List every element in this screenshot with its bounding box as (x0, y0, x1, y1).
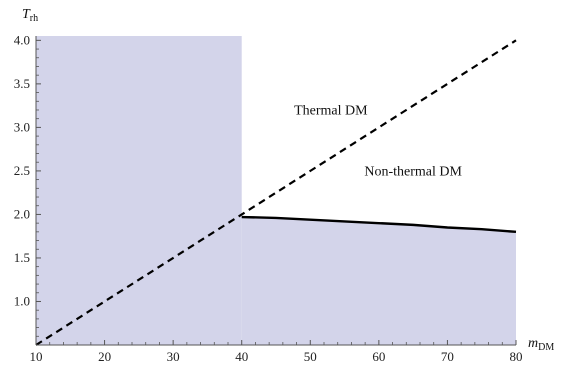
x-tick-label: 10 (30, 349, 43, 364)
annotation-0: Thermal DM (294, 103, 368, 118)
series-lines (35, 39, 517, 346)
x-tick-label: 50 (304, 349, 317, 364)
x-axis-label: mDM (528, 336, 554, 353)
annotation-1: Non-thermal DM (364, 164, 462, 179)
y-tick-label: 4.0 (14, 32, 30, 47)
series-dashed-diagonal (35, 39, 517, 346)
y-tick-label: 3.0 (14, 119, 30, 134)
y-tick-label: 1.5 (14, 250, 30, 265)
y-axis-label: Trh (22, 7, 38, 24)
y-axis-label-main: T (22, 7, 31, 22)
x-tick-label: 70 (441, 349, 454, 364)
x-tick-label: 20 (98, 349, 111, 364)
x-tick-label: 60 (372, 349, 385, 364)
x-tick-label: 40 (235, 349, 248, 364)
series-solid-boundary (241, 215, 517, 234)
x-tick-label: 30 (167, 349, 180, 364)
axes (35, 36, 516, 346)
x-axis-label-main: m (528, 336, 538, 351)
region-shaded-bottom (241, 217, 516, 345)
y-tick-label: 1.0 (14, 293, 30, 308)
shaded-regions (36, 36, 516, 345)
annotations: Thermal DM Non-thermal DM (294, 103, 462, 179)
x-tick-label: 80 (510, 349, 523, 364)
y-tick-label: 2.0 (14, 206, 30, 221)
y-axis-label-sub: rh (30, 13, 38, 24)
x-axis-label-sub: DM (538, 342, 554, 353)
y-tick-label: 3.5 (14, 76, 30, 91)
region-shaded-left (36, 36, 242, 345)
y-tick-label: 2.5 (14, 163, 30, 178)
ticks: 10 20 30 40 50 60 70 80 1.0 1.5 2.0 2.5 3.0 3.5 4.0 (14, 32, 523, 364)
